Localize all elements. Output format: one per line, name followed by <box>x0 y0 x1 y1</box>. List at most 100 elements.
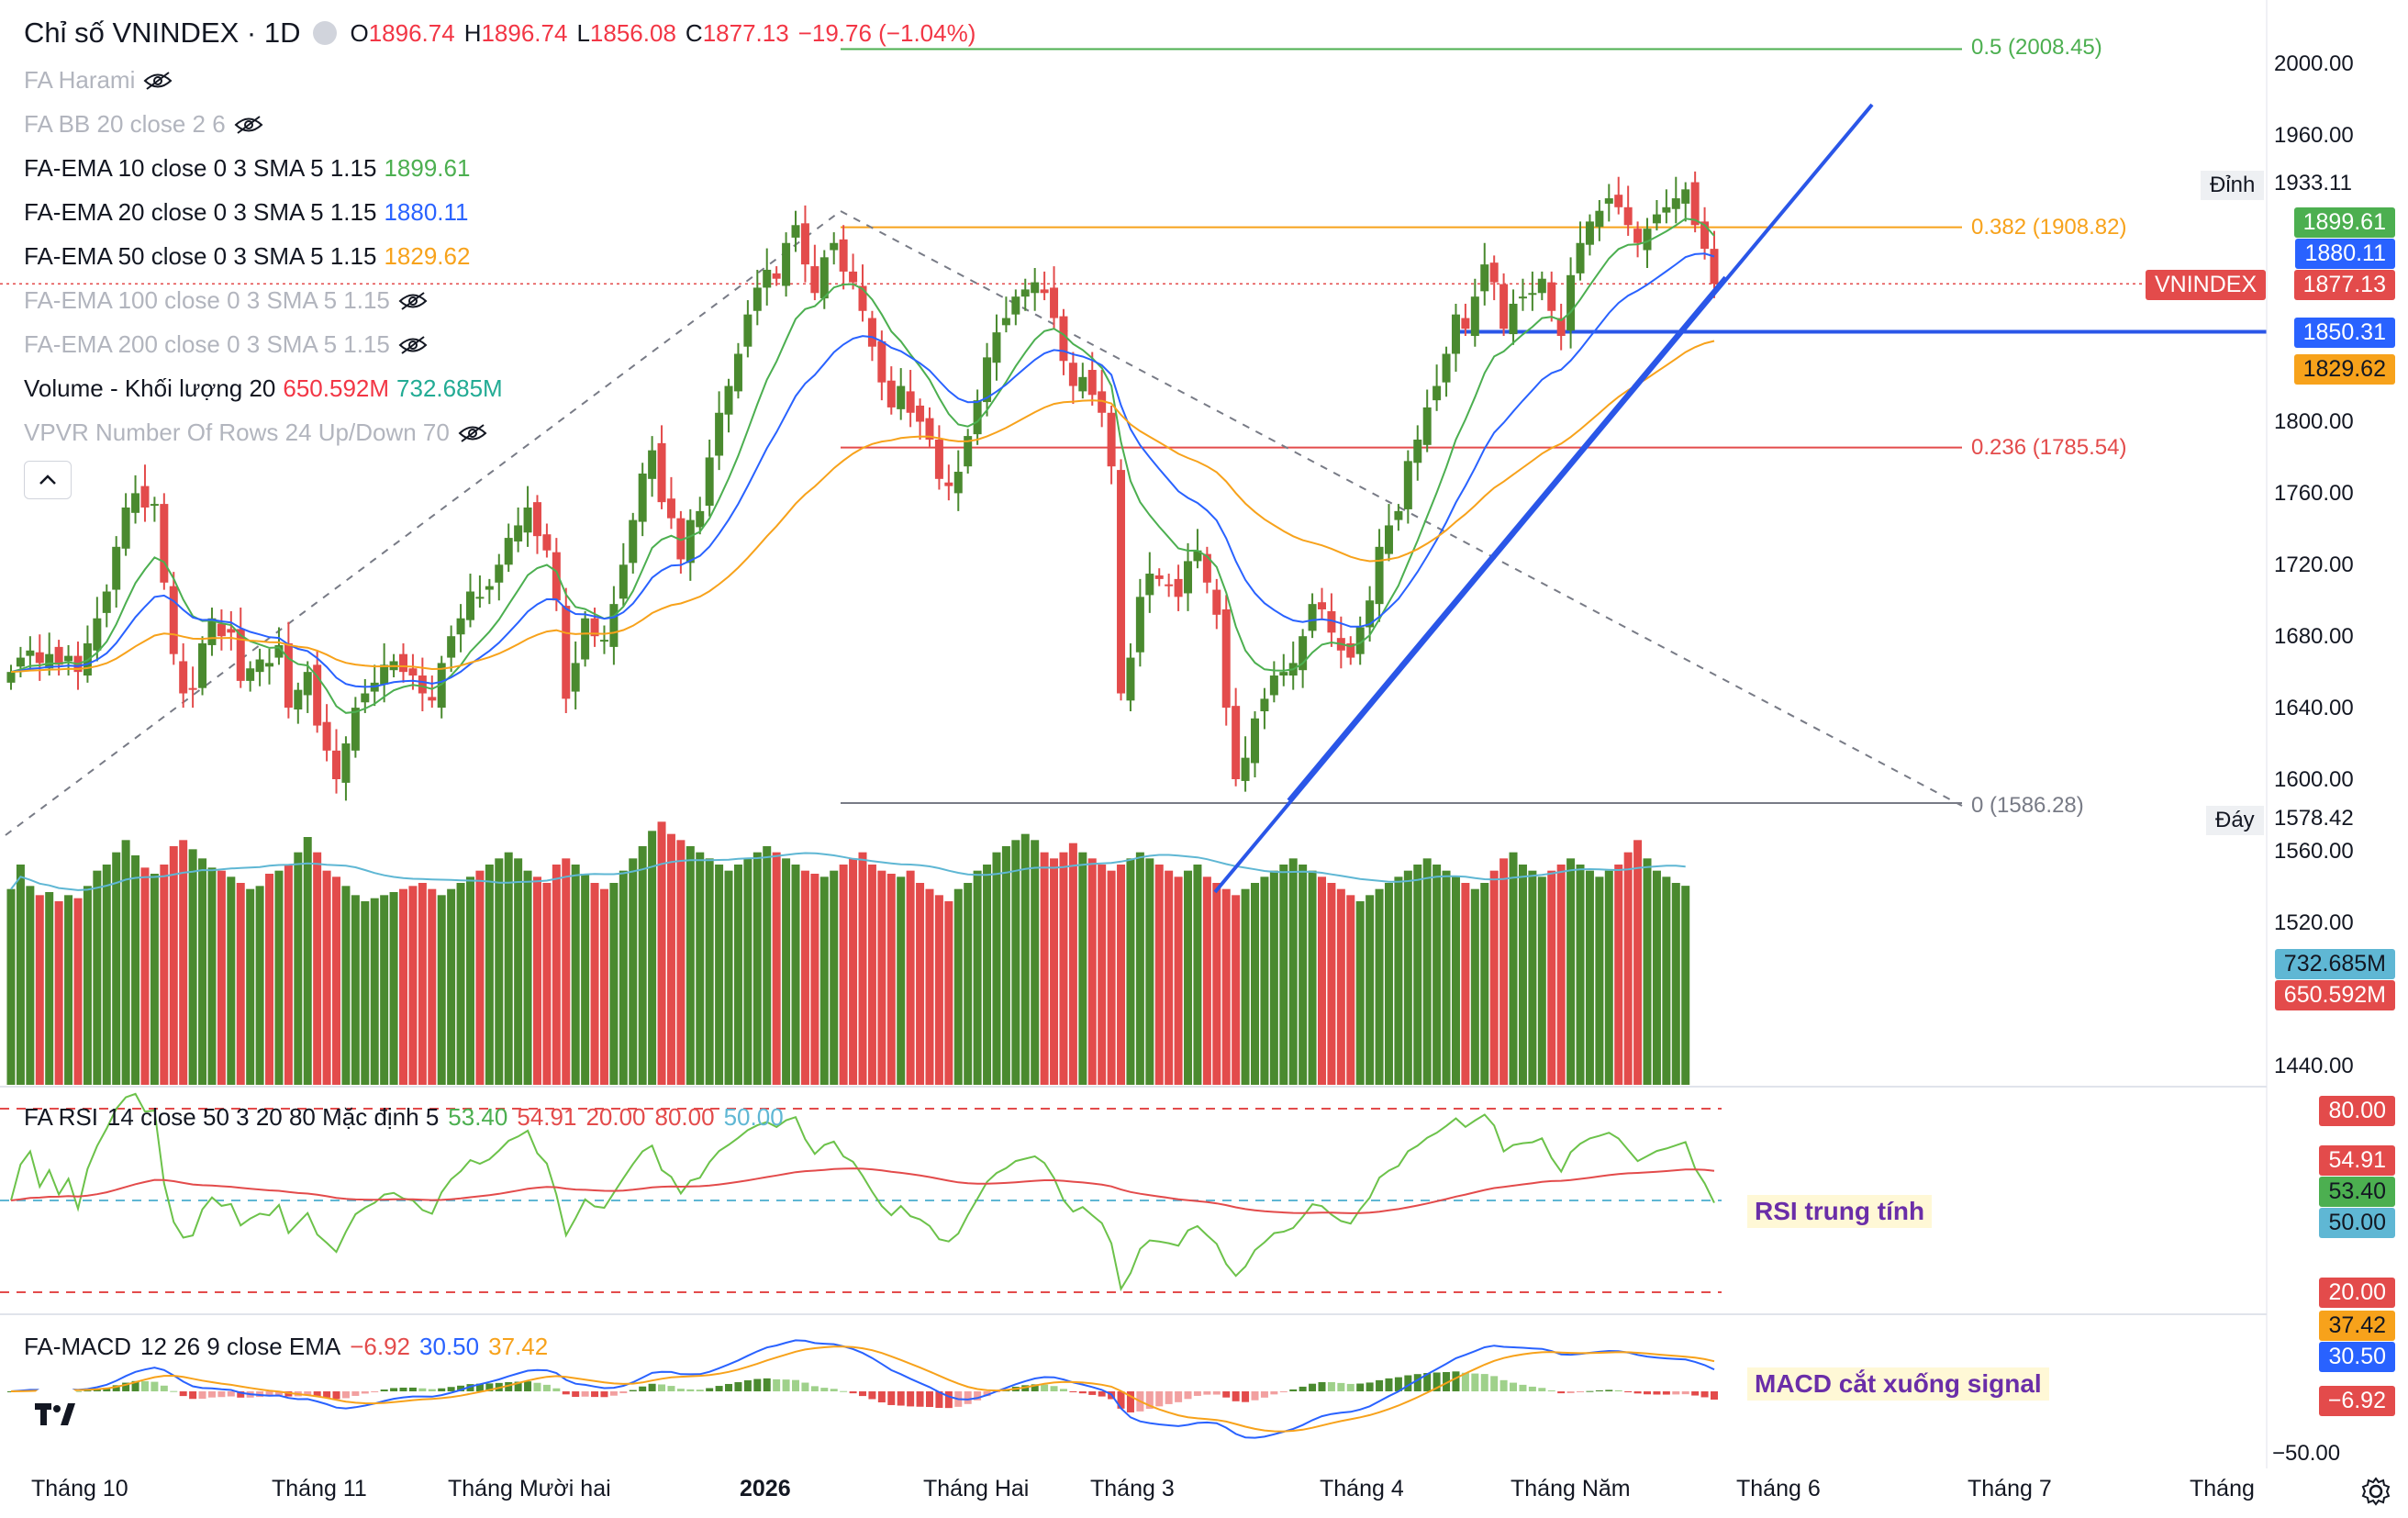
macd-histogram-bar <box>1653 1391 1661 1395</box>
macd-histogram-bar <box>1577 1391 1585 1392</box>
eye-hidden-icon[interactable] <box>142 71 173 91</box>
legend-volume[interactable]: Volume - Khối lượng 20 650.592M 732.685M <box>24 374 503 402</box>
volume-ma-value: 732.685M <box>396 374 503 402</box>
candle-body <box>437 663 446 709</box>
candle-body <box>332 750 341 779</box>
volume-bar <box>1241 888 1250 1085</box>
macd-histogram-bar <box>447 1387 455 1391</box>
volume-bar <box>112 852 121 1085</box>
volume-bar <box>839 865 848 1085</box>
candle-body <box>581 618 590 660</box>
candle-body <box>198 642 207 688</box>
macd-histogram-bar <box>676 1389 685 1391</box>
candle-body <box>791 225 800 238</box>
candle-body <box>35 652 44 664</box>
candle-body <box>724 385 733 415</box>
candle-body <box>217 623 226 637</box>
volume-bar <box>1279 865 1288 1085</box>
candle-body <box>6 672 16 683</box>
candle-body <box>495 564 504 583</box>
macd-histogram-bar <box>73 1390 82 1392</box>
volume-bar <box>236 883 245 1085</box>
legend-ema20[interactable]: FA-EMA 20 close 0 3 SMA 5 1.15 1880.11 <box>24 198 469 226</box>
volume-bar <box>1442 870 1451 1085</box>
candle-body <box>867 318 876 347</box>
candle-body <box>102 591 111 613</box>
macd-histogram-bar <box>1644 1391 1652 1395</box>
rsi-50-tag: 50.00 <box>2319 1208 2395 1238</box>
legend-vpvr[interactable]: VPVR Number Of Rows 24 Up/Down 70 <box>24 419 488 447</box>
collapse-legend-button[interactable] <box>24 461 72 499</box>
volume-bar <box>666 833 675 1085</box>
legend-ema10[interactable]: FA-EMA 10 close 0 3 SMA 5 1.15 1899.61 <box>24 154 471 182</box>
tradingview-logo-icon[interactable] <box>26 1384 86 1445</box>
legend-fa-harami[interactable]: FA Harami <box>24 66 173 95</box>
macd-histogram-bar <box>1433 1372 1441 1391</box>
time-tick: Tháng 4 <box>1320 1476 1404 1501</box>
volume-bar <box>532 876 541 1085</box>
candle-body <box>1135 597 1144 653</box>
volume-bar <box>322 870 331 1085</box>
symbol-title[interactable]: Chỉ số VNINDEX · 1D <box>24 17 301 49</box>
eye-hidden-icon[interactable] <box>457 423 488 443</box>
price-tick: 1560.00 <box>2274 839 2354 864</box>
volume-bar <box>1528 870 1537 1085</box>
macd-histogram-bar <box>1672 1391 1680 1395</box>
volume-bar <box>1260 876 1269 1085</box>
volume-bar <box>1480 883 1489 1085</box>
macd-histogram-bar <box>524 1381 532 1391</box>
volume-tag: 650.592M <box>2274 980 2395 1010</box>
legend-ema100[interactable]: FA-EMA 100 close 0 3 SMA 5 1.15 <box>24 286 429 315</box>
eye-hidden-icon[interactable] <box>233 115 264 135</box>
time-tick: Tháng 3 <box>1090 1476 1175 1501</box>
macd-histogram-bar <box>1566 1391 1575 1393</box>
macd-histogram-bar <box>552 1388 561 1391</box>
candle-body <box>1059 316 1068 362</box>
settings-gear-icon[interactable] <box>2360 1476 2391 1507</box>
macd-histogram-bar <box>1385 1378 1393 1391</box>
macd-histogram-bar <box>1222 1391 1231 1398</box>
candle-body <box>207 618 217 645</box>
volume-bar <box>198 858 207 1085</box>
volume-bar <box>179 840 188 1085</box>
volume-bar <box>858 852 867 1085</box>
candle-body <box>1011 296 1020 315</box>
volume-bar <box>676 840 686 1085</box>
rsi-note: RSI trung tính <box>1747 1195 1933 1228</box>
volume-bar <box>1633 840 1643 1085</box>
volume-bar <box>188 849 197 1085</box>
rsi-legend[interactable]: FA RSI 14 close 50 3 20 80 Mặc định 5 53… <box>24 1103 784 1131</box>
price-tick: 1640.00 <box>2274 696 2354 720</box>
price-tick: 1600.00 <box>2274 767 2354 792</box>
macd-histogram-bar <box>1145 1391 1154 1410</box>
eye-hidden-icon[interactable] <box>397 291 429 311</box>
candle-body <box>26 650 35 656</box>
macd-histogram-bar <box>648 1383 656 1391</box>
candle-body <box>1451 314 1460 354</box>
candle-body <box>1107 412 1116 467</box>
macd-histogram-bar <box>150 1381 159 1391</box>
high-value: 1933.11 <box>2274 171 2352 195</box>
volume-bar <box>849 858 858 1085</box>
candle-body <box>1489 262 1499 283</box>
macd-legend[interactable]: FA-MACD 12 26 9 close EMA −6.92 30.50 37… <box>24 1333 549 1360</box>
candle-body <box>590 618 599 637</box>
volume-bar <box>1068 843 1077 1085</box>
volume-bar <box>791 865 800 1085</box>
eye-hidden-icon[interactable] <box>397 335 429 355</box>
legend-ema200[interactable]: FA-EMA 200 close 0 3 SMA 5 1.15 <box>24 330 429 359</box>
macd-line <box>10 1339 1715 1439</box>
volume-bar <box>284 865 293 1085</box>
candle-body <box>1652 214 1661 224</box>
legend-fa-bb[interactable]: FA BB 20 close 2 6 <box>24 110 264 139</box>
macd-histogram-bar <box>1662 1391 1670 1395</box>
macd-histogram-bar <box>753 1378 762 1391</box>
legend-ema50[interactable]: FA-EMA 50 close 0 3 SMA 5 1.15 1829.62 <box>24 242 471 270</box>
candle-body <box>1643 229 1652 251</box>
macd-histogram-bar <box>1366 1382 1374 1391</box>
candle-body <box>1394 510 1403 520</box>
volume-value: 650.592M <box>283 374 390 402</box>
macd-histogram-bar <box>1376 1379 1384 1391</box>
volume-bar <box>475 870 485 1085</box>
